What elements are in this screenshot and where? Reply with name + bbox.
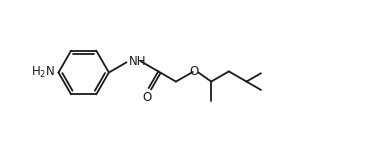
Text: NH: NH [129, 55, 146, 68]
Text: O: O [142, 91, 152, 104]
Text: O: O [189, 65, 198, 78]
Text: H$_2$N: H$_2$N [31, 65, 56, 80]
